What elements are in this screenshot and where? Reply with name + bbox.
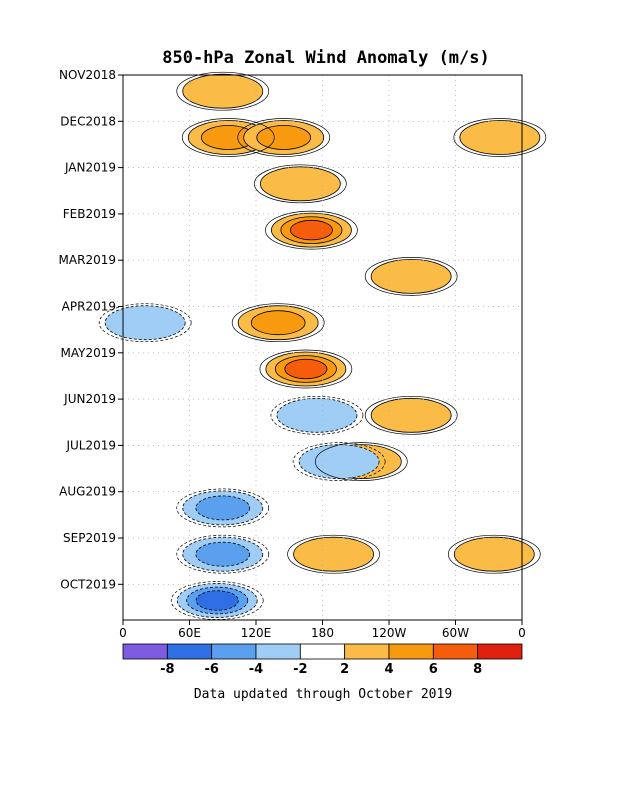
y-tick-label: JUL2019	[65, 438, 116, 452]
anomaly-blob	[104, 305, 186, 341]
y-tick-label: NOV2018	[59, 68, 116, 82]
x-tick-label: 0	[518, 626, 526, 640]
zero-contour	[176, 534, 270, 574]
anomaly-blob	[298, 444, 380, 480]
colorbar-swatch	[388, 643, 434, 660]
gridlines	[123, 74, 522, 620]
colorbar-label: 6	[429, 662, 438, 677]
zero-contour	[292, 442, 386, 481]
anomaly-blob	[256, 125, 312, 150]
zero-contour	[231, 303, 325, 343]
anomaly-blob	[459, 120, 541, 155]
chart-title: 850-hPa Zonal Wind Anomaly (m/s)	[162, 48, 490, 68]
x-axis-ticks: 0 60E 120E 180 120W 60W 0	[119, 620, 526, 640]
colorbar-label: -8	[160, 662, 174, 677]
colorbar-swatch	[344, 643, 390, 660]
anomaly-fills	[104, 73, 541, 618]
update-note: Data updated through October 2019	[194, 687, 452, 702]
anomaly-blob	[195, 590, 239, 611]
y-tick-label: JUN2019	[63, 392, 116, 406]
zero-contour	[287, 534, 380, 574]
colorbar: -8 -6 -4 -2 2 4 6 8	[122, 643, 523, 677]
anomaly-blob	[293, 536, 374, 572]
x-tick-label: 180	[311, 626, 334, 640]
zero-contour	[364, 395, 458, 435]
y-tick-label: APR2019	[62, 300, 116, 314]
zero-contour	[253, 164, 347, 204]
colorbar-swatch	[211, 643, 257, 660]
anomaly-blob	[182, 73, 264, 109]
zero-contour	[176, 488, 270, 528]
y-tick-label: AUG2019	[59, 485, 116, 499]
y-tick-label: DEC2018	[60, 114, 116, 128]
zero-contour	[453, 118, 547, 157]
anomaly-blob	[284, 358, 328, 380]
zero-contour	[170, 581, 264, 620]
zero-contour	[314, 442, 408, 481]
y-tick-label: JAN2019	[64, 161, 116, 175]
colorbar-label: 2	[340, 662, 349, 677]
anomaly-blob	[453, 536, 535, 572]
zero-contour	[270, 395, 364, 435]
anomaly-blob	[289, 219, 333, 241]
colorbar-swatch	[166, 643, 213, 660]
x-tick-label: 0	[119, 626, 127, 640]
zero-contour	[259, 349, 353, 389]
anomaly-blob	[259, 166, 341, 202]
zero-contour	[237, 118, 331, 157]
colorbar-label: -4	[249, 662, 263, 677]
x-tick-label: 60E	[178, 626, 201, 640]
anomaly-blob	[195, 495, 251, 521]
zero-contour	[181, 118, 275, 157]
x-tick-label: 120E	[241, 626, 272, 640]
y-tick-label: FEB2019	[63, 207, 116, 221]
colorbar-label: 8	[473, 662, 482, 677]
colorbar-swatch	[255, 643, 301, 660]
contour-lines	[98, 71, 547, 620]
anomaly-blob	[195, 541, 251, 567]
y-tick-label: MAY2019	[61, 346, 117, 360]
colorbar-label: -6	[204, 662, 218, 677]
colorbar-swatch	[122, 643, 168, 660]
zero-contour	[364, 257, 458, 296]
y-tick-label: MAR2019	[59, 253, 116, 267]
colorbar-swatch	[299, 643, 346, 660]
zero-contour	[98, 303, 192, 343]
anomaly-blob	[250, 310, 306, 336]
y-axis-ticks: NOV2018 DEC2018 JAN2019 FEB2019 MAR2019 APR20…	[59, 68, 123, 591]
colorbar-swatch	[432, 643, 479, 660]
anomaly-blob	[370, 259, 452, 294]
x-tick-label: 60W	[442, 626, 469, 640]
zero-contour	[176, 71, 270, 111]
zero-contour	[447, 534, 541, 574]
zero-contour	[265, 210, 358, 250]
colorbar-label: -2	[293, 662, 307, 677]
colorbar-swatch	[477, 643, 523, 660]
y-tick-label: OCT2019	[60, 577, 116, 591]
colorbar-label: 4	[384, 662, 393, 677]
x-tick-label: 120W	[372, 626, 407, 640]
anomaly-blob	[370, 397, 452, 433]
anomaly-blob	[276, 397, 358, 433]
y-tick-label: SEP2019	[63, 531, 116, 545]
